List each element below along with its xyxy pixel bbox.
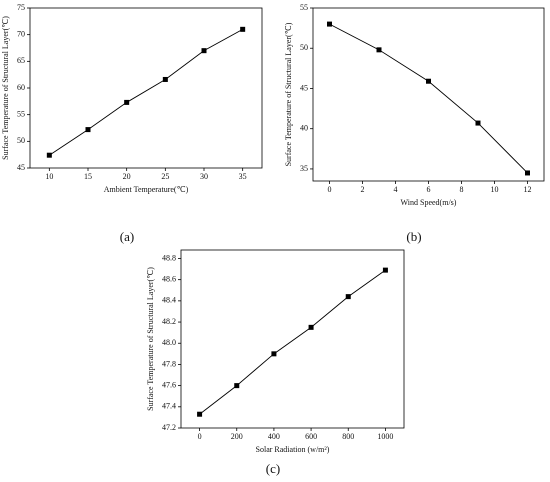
- data-marker: [308, 324, 314, 330]
- x-axis-label: Ambient Temperature(℃): [104, 185, 189, 194]
- data-marker: [240, 26, 246, 32]
- y-tick-label: 75: [17, 3, 25, 12]
- data-marker: [197, 411, 203, 417]
- y-tick-label: 55: [17, 109, 25, 118]
- x-tick-label: 20: [123, 172, 131, 181]
- data-marker: [162, 76, 168, 82]
- x-tick-label: 800: [342, 432, 354, 441]
- data-marker: [271, 351, 277, 357]
- y-tick-label: 35: [300, 164, 308, 173]
- y-axis-label: Surface Temperature of Structural Layer(…: [146, 267, 155, 411]
- x-tick-label: 200: [231, 432, 243, 441]
- y-tick-label: 47.2: [162, 423, 176, 432]
- y-tick-label: 48.6: [162, 274, 176, 283]
- x-tick-label: 30: [200, 172, 208, 181]
- caption: (c): [266, 461, 280, 476]
- y-tick-label: 65: [17, 56, 25, 65]
- y-tick-label: 50: [17, 136, 25, 145]
- y-tick-label: 55: [300, 3, 308, 12]
- data-marker: [382, 267, 388, 273]
- x-tick-label: 35: [239, 172, 247, 181]
- y-tick-label: 50: [300, 43, 308, 52]
- x-tick-label: 10: [491, 185, 499, 194]
- data-marker: [124, 99, 130, 105]
- data-marker: [327, 21, 332, 27]
- data-marker: [376, 47, 382, 53]
- y-tick-label: 45: [300, 83, 308, 92]
- y-axis-label: Surface Temperature of Structural Layer(…: [1, 16, 10, 160]
- data-marker: [85, 127, 91, 133]
- data-marker: [426, 78, 431, 84]
- plot-frame: [180, 249, 405, 429]
- data-marker: [234, 383, 240, 389]
- x-tick-label: 1000: [377, 432, 393, 441]
- x-axis-label: Wind Speed(m/s): [401, 198, 457, 207]
- y-tick-label: 45: [17, 163, 25, 172]
- y-tick-label: 47.4: [162, 402, 176, 411]
- y-tick-label: 70: [17, 29, 25, 38]
- y-axis-label: Surface Temperature of Structural Layer(…: [284, 22, 293, 166]
- y-tick-label: 48.2: [162, 317, 176, 326]
- y-tick-label: 47.6: [162, 380, 176, 389]
- data-marker: [525, 170, 530, 176]
- x-tick-label: 2: [361, 185, 365, 194]
- data-line: [49, 28, 243, 156]
- x-tick-label: 10: [45, 172, 53, 181]
- data-marker: [46, 152, 52, 158]
- x-tick-label: 0: [198, 432, 202, 441]
- data-line: [329, 23, 528, 174]
- x-tick-label: 25: [161, 172, 169, 181]
- x-tick-label: 400: [268, 432, 280, 441]
- x-tick-label: 0: [328, 185, 332, 194]
- y-tick-label: 47.8: [162, 359, 176, 368]
- y-tick-label: 60: [17, 83, 25, 92]
- data-line: [199, 269, 386, 415]
- data-marker: [345, 294, 351, 300]
- caption: (b): [406, 229, 421, 244]
- x-tick-label: 600: [305, 432, 317, 441]
- caption: (a): [120, 229, 134, 244]
- x-tick-label: 8: [460, 185, 464, 194]
- x-tick-label: 6: [427, 185, 431, 194]
- y-tick-label: 48.4: [162, 296, 176, 305]
- y-tick-label: 48.0: [162, 338, 176, 347]
- data-marker: [475, 120, 481, 126]
- data-marker: [201, 48, 207, 54]
- x-tick-label: 4: [394, 185, 398, 194]
- y-tick-label: 40: [300, 124, 308, 133]
- x-tick-label: 15: [84, 172, 92, 181]
- plot-frame: [29, 7, 263, 169]
- y-tick-label: 48.8: [162, 253, 176, 262]
- x-axis-label: Solar Radiation (w/m²): [256, 445, 330, 454]
- x-tick-label: 12: [524, 185, 532, 194]
